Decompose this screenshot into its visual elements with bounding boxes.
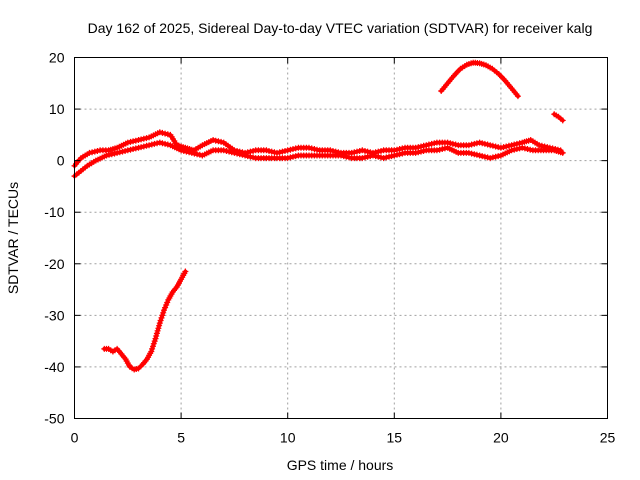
y-tick-label: -10 xyxy=(44,204,64,220)
data-point xyxy=(138,136,145,143)
data-point xyxy=(122,148,129,154)
data-point xyxy=(428,140,435,147)
x-tick-label: 20 xyxy=(493,430,509,446)
data-point xyxy=(94,148,101,154)
data-point xyxy=(415,149,422,156)
data-point xyxy=(346,154,352,161)
data-point xyxy=(559,117,566,124)
data-point xyxy=(473,151,480,158)
data-point xyxy=(159,140,166,147)
x-tick-label: 15 xyxy=(387,430,403,446)
series-main-band-upper xyxy=(71,129,564,169)
data-point xyxy=(327,147,334,154)
data-point xyxy=(116,149,123,156)
data-point xyxy=(372,153,379,160)
y-tick-label: -50 xyxy=(44,411,64,427)
data-point xyxy=(140,143,147,150)
y-axis-label: SDTVAR / TECUs xyxy=(5,182,21,294)
data-point xyxy=(359,147,366,154)
data-point xyxy=(182,268,189,275)
y-tick-label: -20 xyxy=(44,256,64,272)
data-point xyxy=(489,142,496,149)
series-arc-segment xyxy=(438,59,521,100)
x-tick-label: 25 xyxy=(600,430,616,446)
data-point xyxy=(276,149,283,156)
data-point xyxy=(399,150,406,157)
x-axis-label: GPS time / hours xyxy=(287,457,394,473)
data-point xyxy=(282,148,288,154)
data-point xyxy=(452,141,459,148)
data-point xyxy=(479,140,486,147)
data-point xyxy=(479,153,486,160)
data-point xyxy=(380,155,387,162)
data-point xyxy=(159,129,166,136)
data-point xyxy=(89,149,96,156)
data-point xyxy=(391,152,398,159)
grid-lines xyxy=(74,57,608,419)
data-point xyxy=(290,153,296,160)
data-point xyxy=(538,142,545,149)
data-point xyxy=(284,155,291,162)
data-point xyxy=(124,139,131,146)
x-tick-label: 10 xyxy=(280,430,296,446)
y-tick-label: -30 xyxy=(44,307,64,323)
data-point xyxy=(495,144,502,151)
data-point xyxy=(465,149,472,156)
plot-frame xyxy=(74,57,608,419)
series-main-band-lower xyxy=(71,139,566,180)
data-point xyxy=(511,146,518,153)
series-dip-segment xyxy=(101,268,189,373)
y-tick-label: 10 xyxy=(49,101,65,117)
series-short-segment xyxy=(551,111,566,124)
data-point xyxy=(465,142,472,149)
axis-ticks: 0 5 10 15 20 25 -50 -40 -30 -20 -10 0 10 20 xyxy=(44,50,615,446)
data-point xyxy=(220,147,227,154)
data-point xyxy=(503,143,510,150)
data-point xyxy=(524,146,531,152)
data-point xyxy=(508,142,515,149)
data-point xyxy=(146,142,153,149)
y-tick-label: 0 xyxy=(57,153,65,169)
data-point xyxy=(487,155,494,162)
data-point xyxy=(231,149,238,156)
data-series xyxy=(71,59,566,373)
data-point xyxy=(239,151,246,158)
x-tick-label: 5 xyxy=(177,430,185,446)
data-point xyxy=(359,155,366,162)
chart-title: Day 162 of 2025, Sidereal Day-to-day VTE… xyxy=(88,20,593,36)
data-point xyxy=(514,93,521,100)
data-point xyxy=(178,147,185,154)
data-point xyxy=(364,153,371,160)
data-point xyxy=(151,140,158,147)
data-point xyxy=(244,153,251,160)
data-point xyxy=(497,144,504,151)
data-point xyxy=(420,148,427,154)
data-point xyxy=(364,148,371,155)
data-point xyxy=(559,149,566,156)
y-tick-label: -40 xyxy=(44,359,64,375)
data-point xyxy=(268,148,275,155)
x-tick-label: 0 xyxy=(71,430,79,446)
data-point xyxy=(436,146,443,153)
data-point xyxy=(183,148,190,155)
data-point xyxy=(412,144,419,151)
data-point xyxy=(513,140,520,147)
data-point xyxy=(132,137,139,144)
y-tick-label: 20 xyxy=(49,50,65,66)
data-point xyxy=(351,149,358,156)
